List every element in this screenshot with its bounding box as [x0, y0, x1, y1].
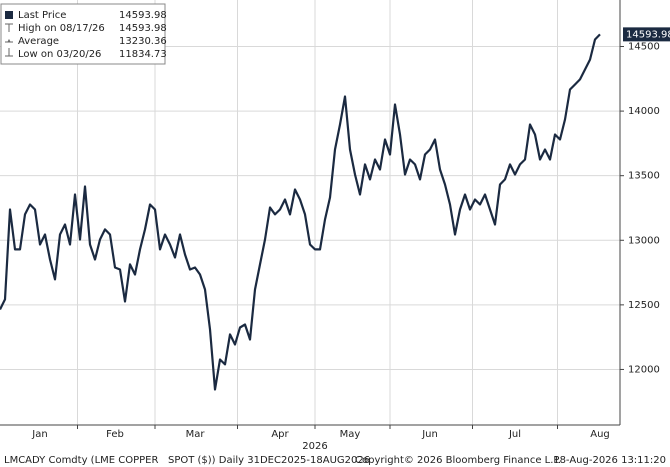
y-tick-label: 14500 [628, 42, 660, 53]
legend-label: High on 08/17/26 [18, 23, 105, 34]
footer-timestamp: 18-Aug-2026 13:11:20 [553, 455, 666, 466]
footer-source: LMCADY Comdty (LME COPPER SPOT ($)) Dail… [4, 455, 370, 466]
legend-swatch [5, 11, 13, 19]
x-tick-label: Apr [271, 429, 289, 440]
legend-label: Low on 03/20/26 [18, 49, 101, 60]
x-tick-label: Mar [186, 429, 206, 440]
legend-icon-high [5, 23, 13, 32]
legend-box [0, 3, 166, 65]
x-tick-label: May [340, 429, 361, 440]
y-tick-label: 13500 [628, 171, 660, 182]
y-tick-label: 12500 [628, 300, 660, 311]
legend-value: 11834.73 [119, 49, 167, 60]
y-tick-label: 14000 [628, 106, 660, 117]
legend-icon-low [5, 48, 13, 57]
x-tick-label: Aug [590, 429, 610, 440]
x-tick-label: Feb [106, 429, 124, 440]
y-tick-label: 13000 [628, 235, 660, 246]
legend-value: 14593.98 [119, 10, 167, 21]
legend-value: 13230.36 [119, 36, 167, 47]
legend-label: Last Price [18, 10, 66, 21]
x-tick-label: Jan [31, 429, 47, 440]
last-price-box [623, 27, 670, 42]
x-axis-label: 2026 [302, 441, 327, 452]
footer-copyright: Copyright© 2026 Bloomberg Finance L.P. [355, 455, 561, 466]
legend: Last Price 14593.98 High on 08/17/26 1459… [0, 3, 167, 65]
legend-label: Average [18, 36, 59, 47]
y-tick-label: 12000 [628, 364, 660, 375]
legend-icon-average [5, 38, 13, 43]
x-tick-label: Jul [508, 429, 521, 440]
x-tick-label: Jun [421, 429, 438, 440]
price-line [0, 33, 601, 391]
last-price-label: 14593.98 [626, 29, 670, 40]
legend-value: 14593.98 [119, 23, 167, 34]
